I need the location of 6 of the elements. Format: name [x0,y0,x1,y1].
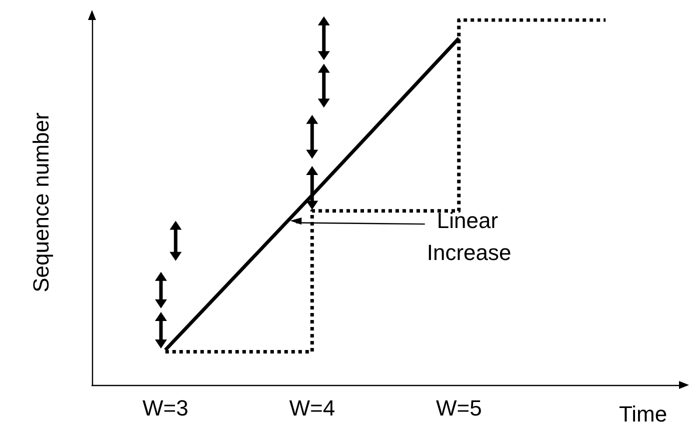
x-tick-label: W=4 [289,396,336,420]
annotation: Linear Increase [426,208,512,266]
x-axis-title: Time [619,402,668,426]
y-axis-title: Sequence number [28,112,54,292]
x-tick-label: W=3 [142,396,188,420]
x-tick-label: W=5 [436,396,482,420]
